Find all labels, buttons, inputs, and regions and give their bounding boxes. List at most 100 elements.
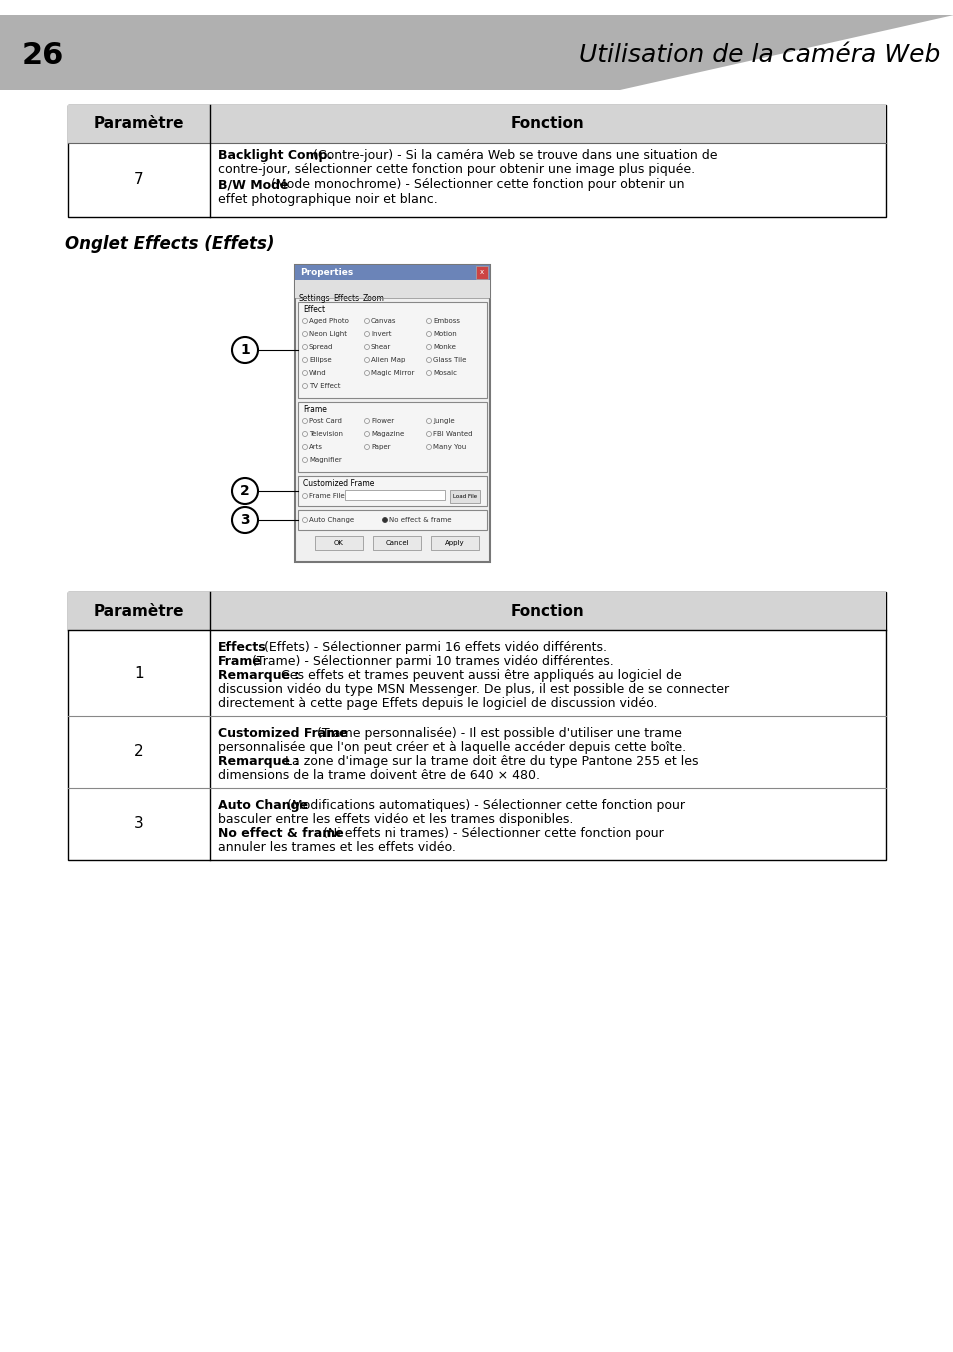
- Circle shape: [232, 337, 257, 362]
- Bar: [294, 265, 490, 562]
- Text: Zoom: Zoom: [363, 293, 384, 303]
- Text: Apply: Apply: [445, 539, 464, 546]
- Text: directement à cette page Effets depuis le logiciel de discussion vidéo.: directement à cette page Effets depuis l…: [218, 698, 657, 710]
- Text: Remarque :: Remarque :: [218, 669, 299, 681]
- Text: TV Effect: TV Effect: [309, 383, 340, 389]
- Text: Shear: Shear: [371, 343, 391, 350]
- Text: Load File: Load File: [453, 493, 476, 499]
- Circle shape: [232, 479, 257, 504]
- Text: (Effets) - Sélectionner parmi 16 effets vidéo différents.: (Effets) - Sélectionner parmi 16 effets …: [259, 641, 606, 654]
- Bar: [68, 105, 885, 218]
- Text: personnalisée que l'on peut créer et à laquelle accéder depuis cette boîte.: personnalisée que l'on peut créer et à l…: [218, 741, 685, 754]
- Bar: [297, 510, 486, 530]
- Text: (Mode monochrome) - Sélectionner cette fonction pour obtenir un: (Mode monochrome) - Sélectionner cette f…: [267, 178, 683, 191]
- Text: 7: 7: [134, 173, 144, 188]
- Text: Effects: Effects: [333, 293, 358, 303]
- Bar: [68, 105, 885, 143]
- Circle shape: [382, 518, 387, 522]
- Text: Ellipse: Ellipse: [309, 357, 332, 362]
- Text: discussion vidéo du type MSN Messenger. De plus, il est possible de se connecter: discussion vidéo du type MSN Messenger. …: [218, 683, 728, 696]
- Bar: [314, 535, 363, 550]
- Text: Customized Frame: Customized Frame: [303, 480, 374, 488]
- Text: Magnifier: Magnifier: [309, 457, 341, 462]
- Text: Invert: Invert: [371, 331, 391, 337]
- Text: (Trame personnalisée) - Il est possible d'utiliser une trame: (Trame personnalisée) - Il est possible …: [313, 727, 681, 740]
- Text: Paramètre: Paramètre: [93, 603, 184, 618]
- Text: Auto Change: Auto Change: [309, 516, 354, 523]
- Text: Settings: Settings: [298, 293, 331, 303]
- Text: Post Card: Post Card: [309, 418, 341, 425]
- Text: Backlight Comp.: Backlight Comp.: [218, 149, 332, 162]
- Text: Effect: Effect: [303, 306, 325, 315]
- Text: Paramètre: Paramètre: [93, 116, 184, 131]
- Text: Television: Television: [309, 431, 343, 437]
- Text: basculer entre les effets vidéo et les trames disponibles.: basculer entre les effets vidéo et les t…: [218, 813, 573, 826]
- Text: Neon Light: Neon Light: [309, 331, 347, 337]
- Text: La zone d'image sur la trame doit être du type Pantone 255 et les: La zone d'image sur la trame doit être d…: [277, 754, 699, 768]
- Text: Flower: Flower: [371, 418, 394, 425]
- Text: Fonction: Fonction: [511, 603, 584, 618]
- Text: (Trame) - Sélectionner parmi 10 trames vidéo différentes.: (Trame) - Sélectionner parmi 10 trames v…: [248, 654, 613, 668]
- Text: Frame: Frame: [303, 406, 327, 415]
- Text: Auto Change: Auto Change: [218, 799, 308, 813]
- Text: x: x: [479, 269, 483, 276]
- Text: Aged Photo: Aged Photo: [309, 318, 349, 324]
- Text: Canvas: Canvas: [371, 318, 396, 324]
- Text: Glass Tile: Glass Tile: [433, 357, 466, 362]
- Bar: [68, 592, 885, 860]
- Text: Onglet Effects (Effets): Onglet Effects (Effets): [65, 235, 274, 253]
- Text: Fonction: Fonction: [511, 116, 584, 131]
- Text: 1: 1: [240, 343, 250, 357]
- Text: Wind: Wind: [309, 370, 326, 376]
- Circle shape: [232, 507, 257, 533]
- Text: Effects: Effects: [218, 641, 266, 654]
- Text: Paper: Paper: [371, 443, 390, 450]
- Text: Remarque :: Remarque :: [218, 754, 299, 768]
- Polygon shape: [0, 15, 953, 91]
- Text: Emboss: Emboss: [433, 318, 459, 324]
- Bar: [373, 535, 420, 550]
- Text: Jungle: Jungle: [433, 418, 455, 425]
- Bar: [68, 592, 885, 630]
- Text: Alien Map: Alien Map: [371, 357, 405, 362]
- Bar: [297, 301, 486, 397]
- Text: Monke: Monke: [433, 343, 456, 350]
- Bar: [297, 476, 486, 506]
- Text: No effect & frame: No effect & frame: [218, 827, 343, 840]
- Bar: [297, 402, 486, 472]
- Bar: [294, 265, 490, 280]
- Text: (Modifications automatiques) - Sélectionner cette fonction pour: (Modifications automatiques) - Sélection…: [283, 799, 685, 813]
- Text: annuler les trames et les effets vidéo.: annuler les trames et les effets vidéo.: [218, 841, 456, 854]
- Text: B/W Mode: B/W Mode: [218, 178, 288, 191]
- Text: Magic Mirror: Magic Mirror: [371, 370, 414, 376]
- Text: Ces effets et trames peuvent aussi être appliqués au logiciel de: Ces effets et trames peuvent aussi être …: [277, 669, 681, 681]
- Text: No effect & frame: No effect & frame: [389, 516, 451, 523]
- Text: Mosaic: Mosaic: [433, 370, 456, 376]
- Text: dimensions de la trame doivent être de 640 × 480.: dimensions de la trame doivent être de 6…: [218, 769, 539, 781]
- Text: (Ni effets ni trames) - Sélectionner cette fonction pour: (Ni effets ni trames) - Sélectionner cet…: [319, 827, 663, 840]
- Text: FBI Wanted: FBI Wanted: [433, 431, 472, 437]
- Text: Utilisation de la caméra Web: Utilisation de la caméra Web: [578, 43, 939, 68]
- Text: 26: 26: [22, 41, 64, 69]
- Text: Frame File: Frame File: [309, 493, 344, 499]
- Text: 2: 2: [240, 484, 250, 498]
- Text: contre-jour, sélectionner cette fonction pour obtenir une image plus piquée.: contre-jour, sélectionner cette fonction…: [218, 164, 695, 177]
- Text: Frame: Frame: [218, 654, 262, 668]
- Text: 1: 1: [134, 665, 144, 680]
- Bar: [294, 280, 490, 297]
- Text: 3: 3: [134, 817, 144, 831]
- Text: Cancel: Cancel: [385, 539, 409, 546]
- Text: 2: 2: [134, 745, 144, 760]
- Text: 3: 3: [240, 512, 250, 527]
- Text: Spread: Spread: [309, 343, 333, 350]
- Text: Properties: Properties: [299, 268, 353, 277]
- Text: (Contre-jour) - Si la caméra Web se trouve dans une situation de: (Contre-jour) - Si la caméra Web se trou…: [309, 149, 718, 162]
- Bar: [431, 535, 478, 550]
- Bar: [345, 489, 444, 500]
- Text: Magazine: Magazine: [371, 431, 404, 437]
- Text: Arts: Arts: [309, 443, 323, 450]
- Text: Motion: Motion: [433, 331, 456, 337]
- Text: Many You: Many You: [433, 443, 466, 450]
- Text: OK: OK: [334, 539, 344, 546]
- Text: Customized Frame: Customized Frame: [218, 727, 348, 740]
